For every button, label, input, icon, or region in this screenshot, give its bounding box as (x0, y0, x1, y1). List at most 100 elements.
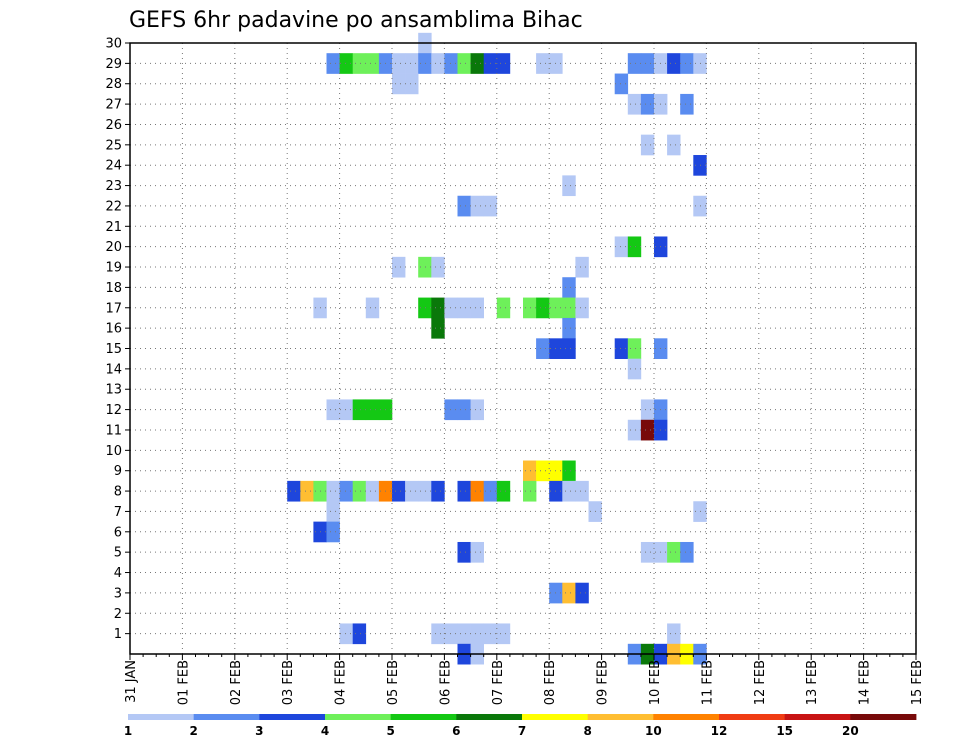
heat-cell (457, 297, 471, 319)
y-tick-label: 21 (105, 220, 122, 235)
heat-cell (339, 623, 353, 645)
y-tick-label: 7 (114, 505, 122, 520)
heat-cell (326, 399, 340, 421)
heat-cell (575, 582, 589, 604)
y-tick-label: 23 (105, 179, 122, 194)
heat-cell (352, 623, 367, 645)
heat-cell (457, 399, 471, 421)
heat-cell (627, 236, 642, 258)
heat-cell (536, 297, 550, 319)
legend-swatch (784, 714, 851, 720)
y-tick-label: 18 (105, 281, 122, 296)
legend-swatch (456, 714, 523, 720)
legend-label: 20 (842, 724, 859, 738)
heat-cell (470, 480, 484, 502)
y-tick-label: 3 (114, 586, 122, 601)
heat-cell (431, 297, 445, 319)
heat-cell (470, 541, 484, 563)
heat-cell (339, 480, 353, 502)
heat-cell (444, 623, 458, 645)
heat-cell (627, 53, 642, 74)
heat-cell (392, 73, 406, 95)
heat-cell (562, 297, 576, 319)
heat-cell (562, 175, 576, 197)
legend-label: 12 (711, 724, 728, 738)
x-tick-label: 09 FEB (596, 660, 611, 705)
legend-label: 5 (386, 724, 394, 738)
y-tick-label: 25 (105, 138, 122, 153)
x-tick-label: 01 FEB (176, 660, 191, 705)
legend-swatch (522, 714, 589, 720)
heat-cell (562, 338, 576, 359)
x-tick-label: 11 FEB (700, 660, 715, 705)
x-tick-label: 13 FEB (805, 660, 820, 705)
x-tick-label: 05 FEB (386, 660, 401, 705)
x-tick-label: 02 FEB (229, 660, 244, 705)
y-tick-label: 13 (105, 383, 122, 398)
heat-cell (523, 460, 537, 482)
heat-cell (640, 93, 655, 115)
legend-swatch (850, 714, 917, 720)
y-tick-label: 12 (105, 403, 122, 418)
heat-cell (680, 541, 694, 563)
y-tick-label: 27 (105, 98, 122, 113)
heat-cell (640, 53, 655, 74)
heat-cell (287, 480, 301, 502)
heat-cell (300, 480, 314, 502)
heat-cell (392, 480, 406, 502)
x-tick-label: 08 FEB (543, 660, 558, 705)
heat-cell (365, 53, 380, 74)
heat-cell (667, 53, 681, 74)
heat-cell (405, 480, 419, 502)
heat-cell (418, 480, 432, 502)
heat-cell (614, 338, 629, 359)
x-tick-label: 15 FEB (910, 660, 925, 705)
heat-cell (457, 195, 471, 217)
heat-cell (444, 399, 458, 421)
heat-cell (457, 480, 471, 502)
heat-cell (431, 256, 445, 278)
y-tick-label: 1 (114, 627, 122, 642)
heat-cell (431, 623, 445, 645)
heat-cell (352, 399, 367, 421)
legend-label: 10 (645, 724, 662, 738)
heat-cell (562, 582, 576, 604)
heat-cell (536, 460, 550, 482)
y-tick-label: 30 (105, 37, 122, 52)
y-tick-label: 6 (114, 525, 122, 540)
legend-label: 2 (189, 724, 197, 738)
y-tick-label: 15 (105, 342, 122, 357)
y-tick-label: 29 (105, 57, 122, 72)
heat-cell (365, 480, 380, 502)
legend-swatch (325, 714, 392, 720)
heat-cell (470, 623, 484, 645)
legend-label: 7 (518, 724, 526, 738)
x-tick-label: 07 FEB (491, 660, 506, 705)
color-legend: 1 2 3 4 5 6 7 8 10 12 15 20 (124, 714, 917, 738)
legend-swatch (719, 714, 786, 720)
legend-label: 15 (776, 724, 793, 738)
y-tick-label: 5 (114, 546, 122, 561)
heat-cell (457, 541, 471, 563)
heat-cell (365, 399, 380, 421)
x-tick-label: 12 FEB (753, 660, 768, 705)
legend-swatch (128, 714, 195, 720)
heat-cell (326, 501, 340, 522)
y-tick-label: 26 (105, 118, 122, 133)
y-tick-label: 24 (105, 159, 122, 174)
y-tick-label: 4 (114, 566, 122, 581)
y-tick-label: 11 (105, 423, 122, 438)
heat-cell (562, 277, 576, 298)
x-tick-label: 04 FEB (334, 660, 349, 705)
heat-cell (392, 256, 406, 278)
y-tick-label: 9 (114, 464, 122, 479)
y-tick-label: 17 (105, 301, 122, 316)
legend-swatch (390, 714, 457, 720)
heat-cell (523, 480, 537, 502)
heat-cell (496, 480, 511, 502)
legend-swatch (653, 714, 720, 720)
heat-cell (614, 73, 629, 95)
heat-cell (614, 236, 629, 258)
x-tick-label: 06 FEB (438, 660, 453, 705)
